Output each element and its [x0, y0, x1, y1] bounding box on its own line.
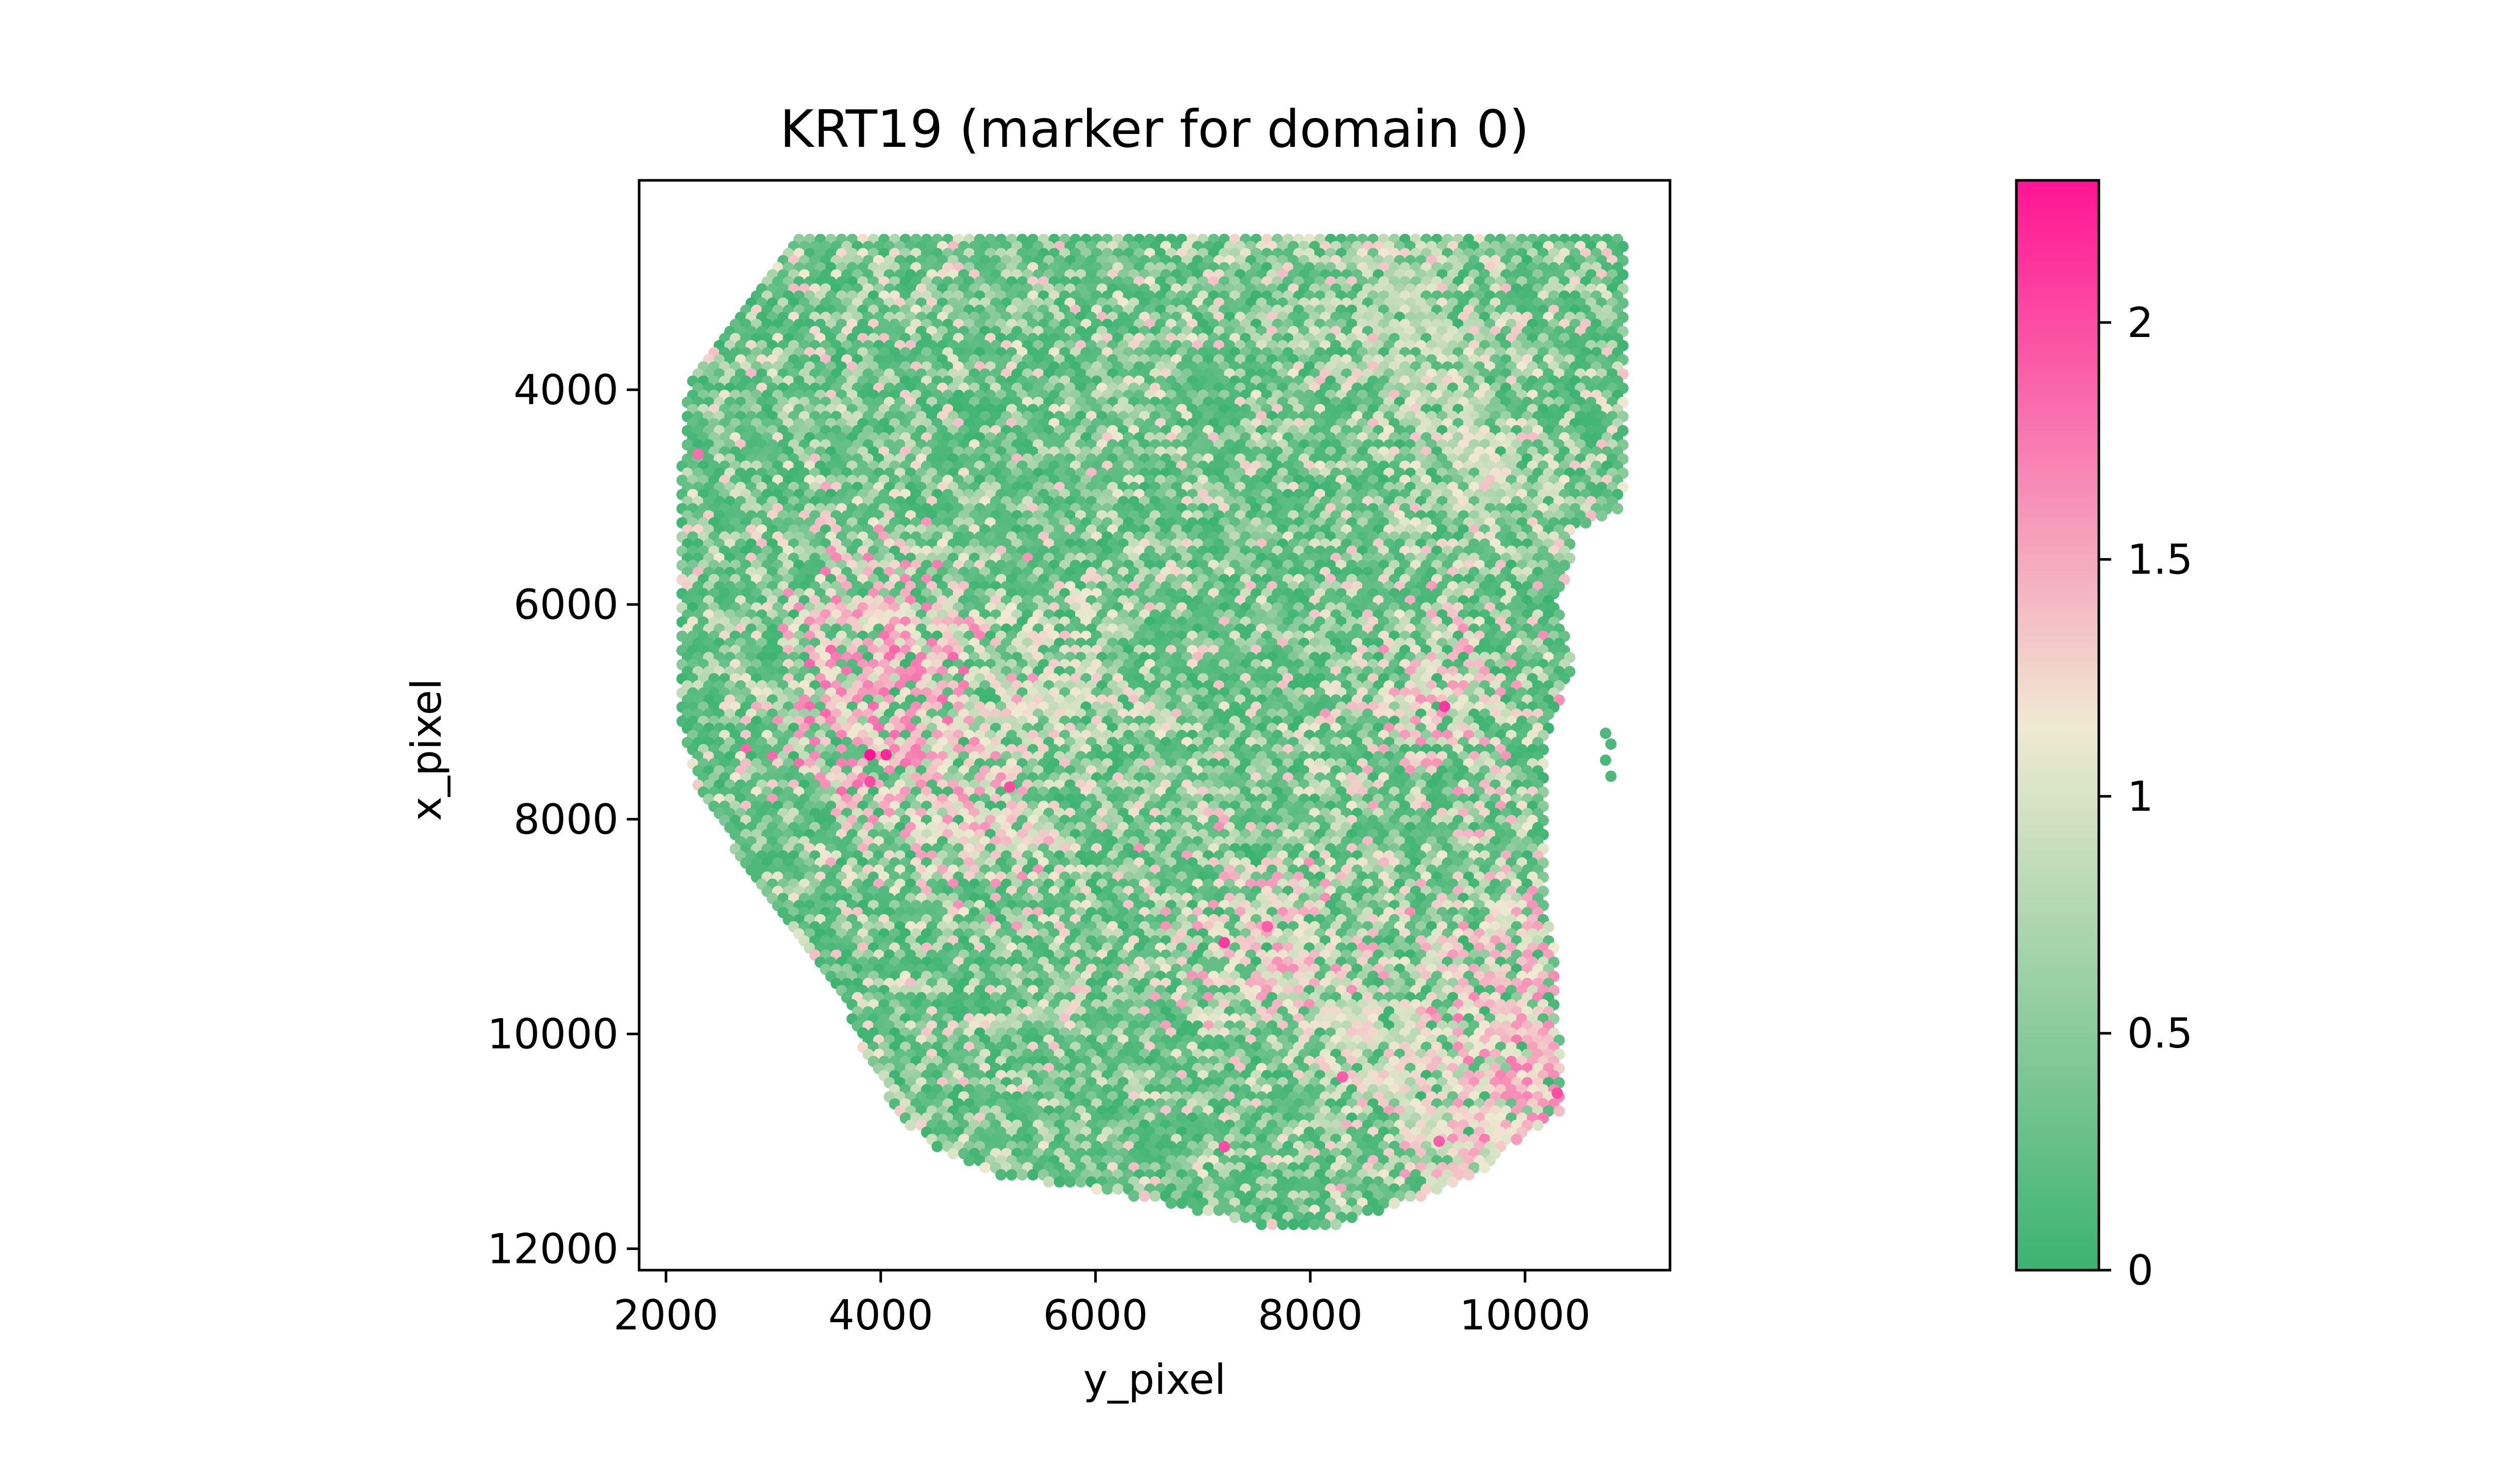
spot [1612, 503, 1624, 515]
chart-title: KRT19 (marker for domain 0) [780, 99, 1529, 159]
spot [1596, 510, 1608, 521]
spot-layer [676, 233, 1629, 1230]
spot [1580, 517, 1592, 529]
